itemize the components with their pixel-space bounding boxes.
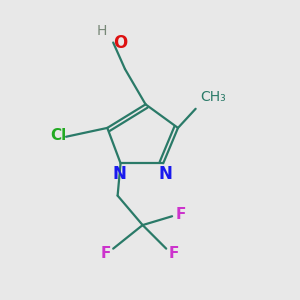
Text: N: N [112,165,126,183]
Text: F: F [100,246,111,261]
Text: F: F [168,246,179,261]
Text: F: F [176,207,186,222]
Text: N: N [159,165,172,183]
Text: O: O [113,34,128,52]
Text: CH₃: CH₃ [200,90,226,104]
Text: Cl: Cl [51,128,67,143]
Text: H: H [96,24,106,38]
